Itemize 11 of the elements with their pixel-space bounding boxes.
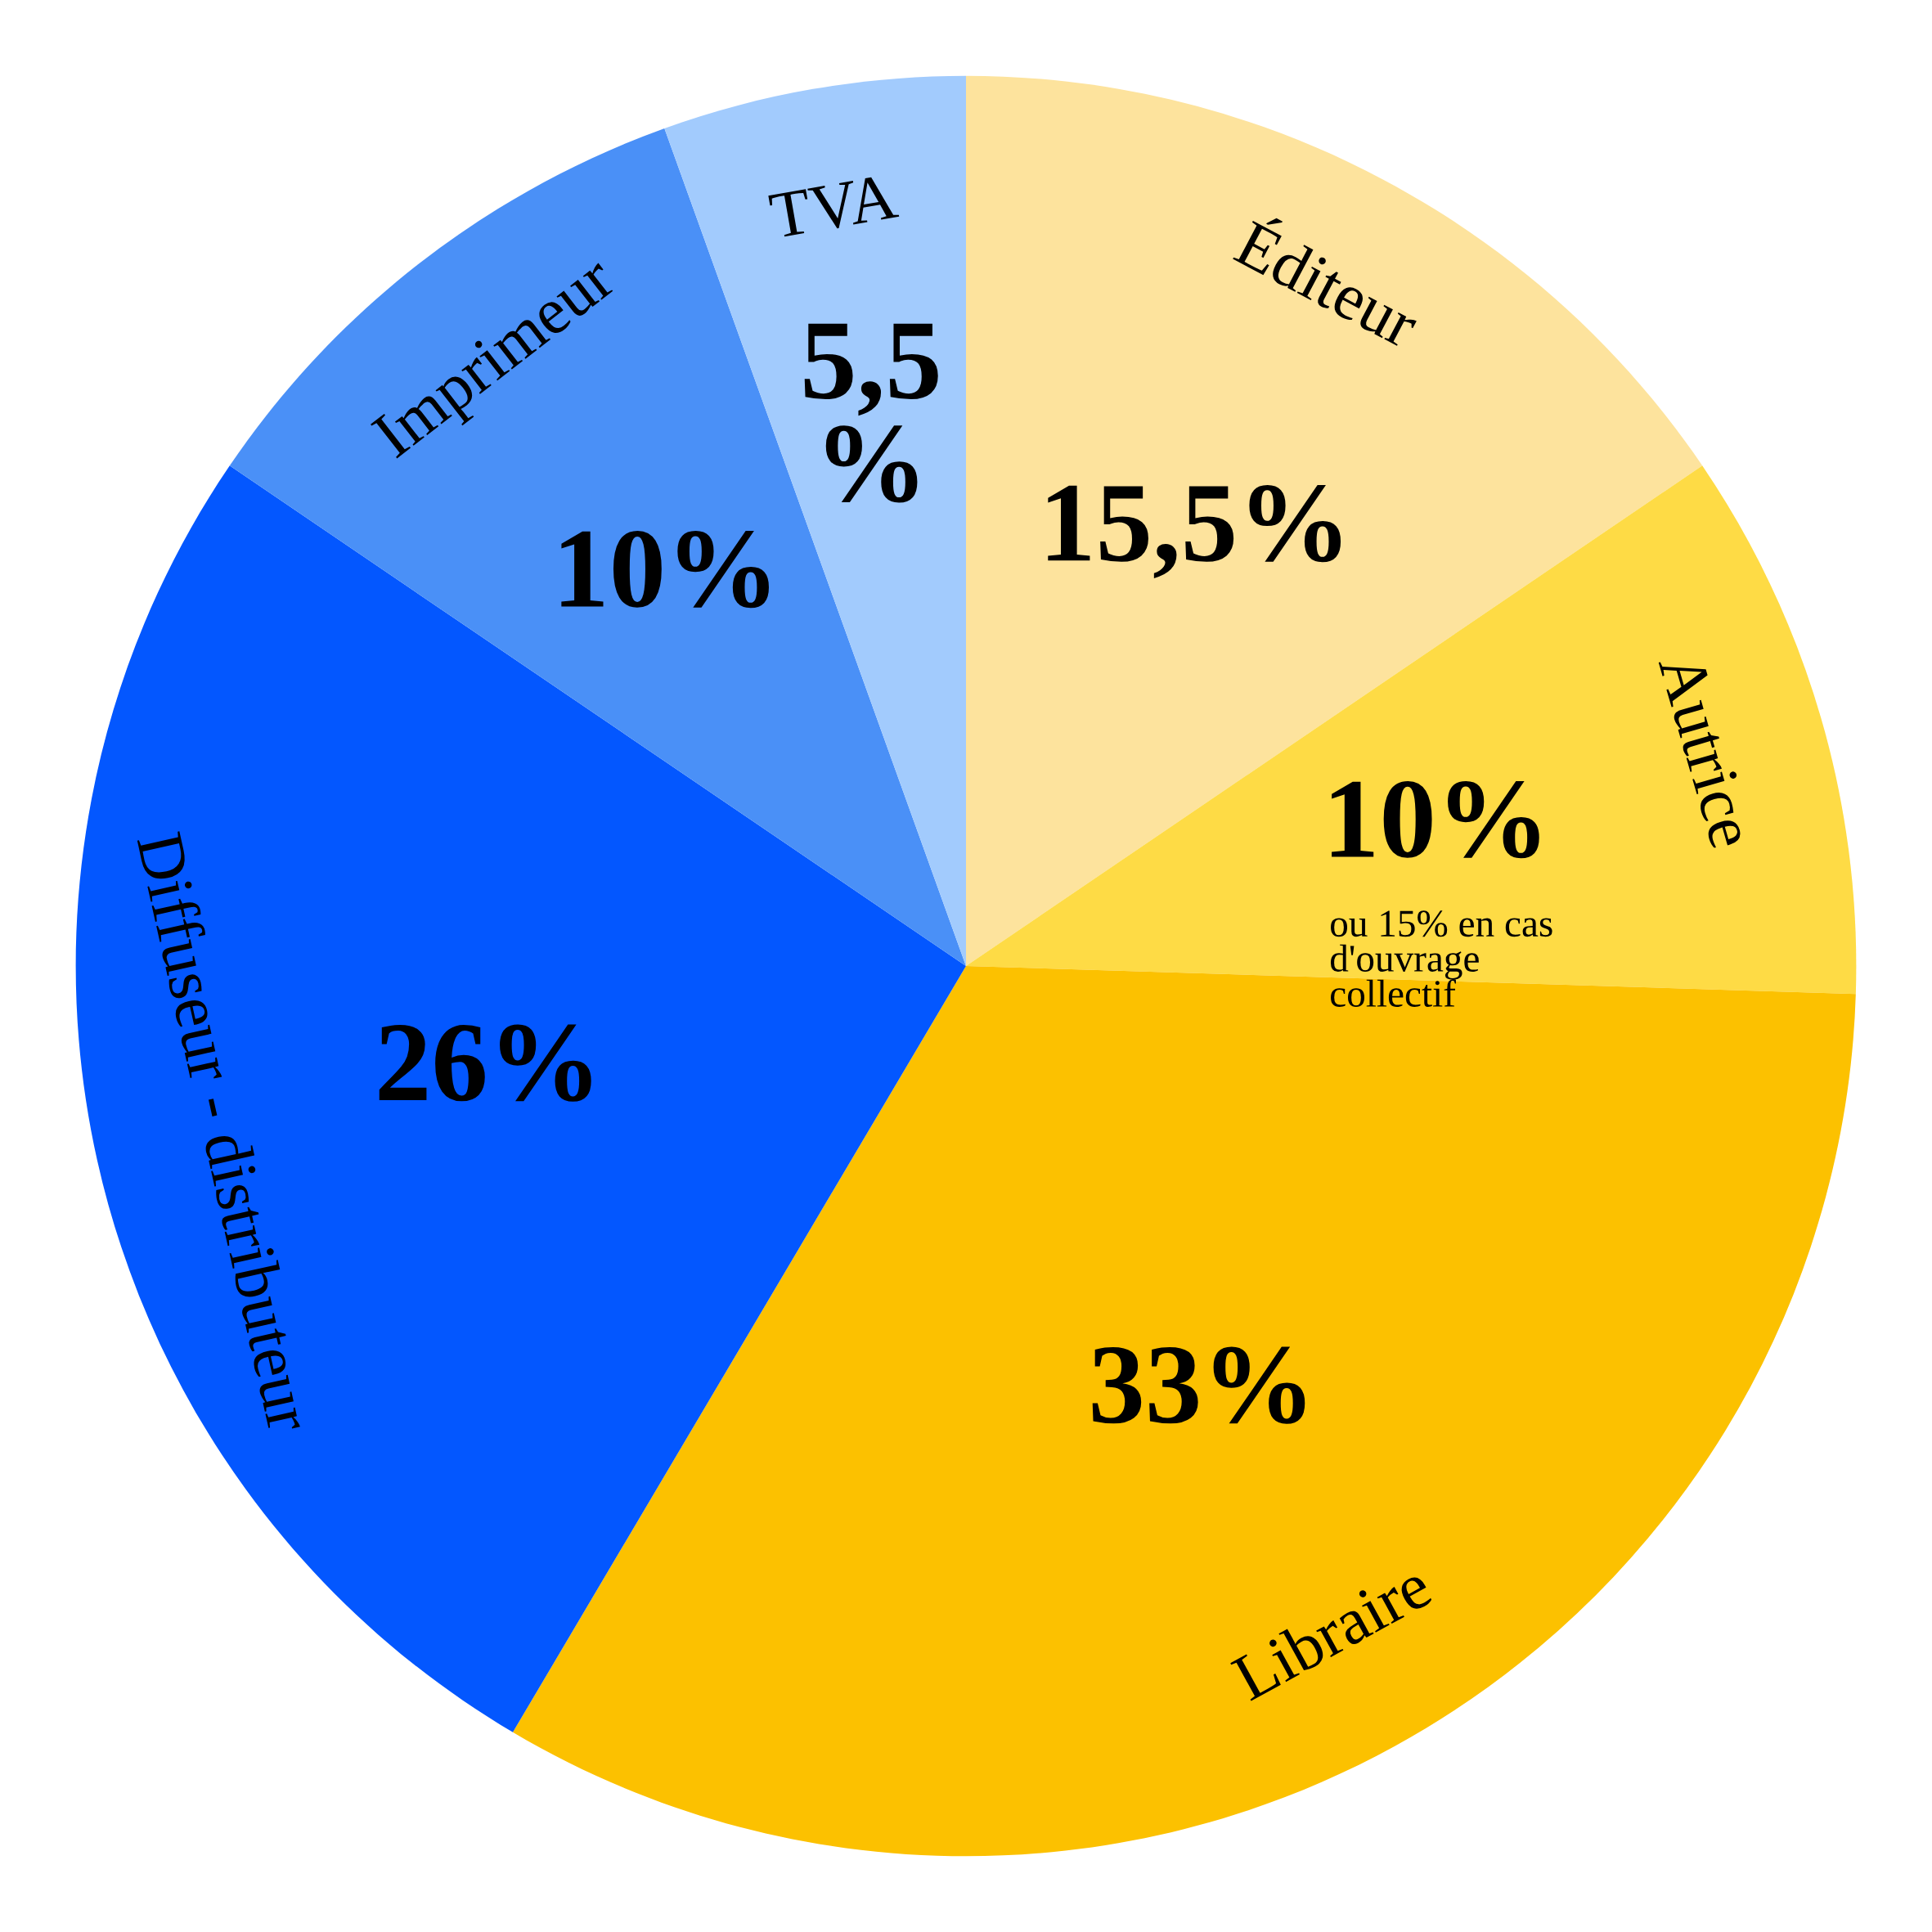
data-label: 15,5% — [1048, 485, 1341, 578]
data-label: 10% — [1332, 781, 1539, 859]
data-label: 10% — [561, 531, 769, 609]
data-label: 5,5 % — [804, 323, 938, 503]
data-label: 33% — [1092, 1346, 1305, 1424]
text: ou 15% en cas d'ouvrage collectif — [1330, 910, 1552, 1007]
slice-label: Diffuseur - distributeur — [137, 830, 316, 1434]
pie-slice — [229, 128, 966, 966]
slice-label: TVA — [768, 173, 900, 240]
data-label: 26% — [379, 1024, 591, 1102]
slice-label: Autrice — [1658, 650, 1755, 850]
